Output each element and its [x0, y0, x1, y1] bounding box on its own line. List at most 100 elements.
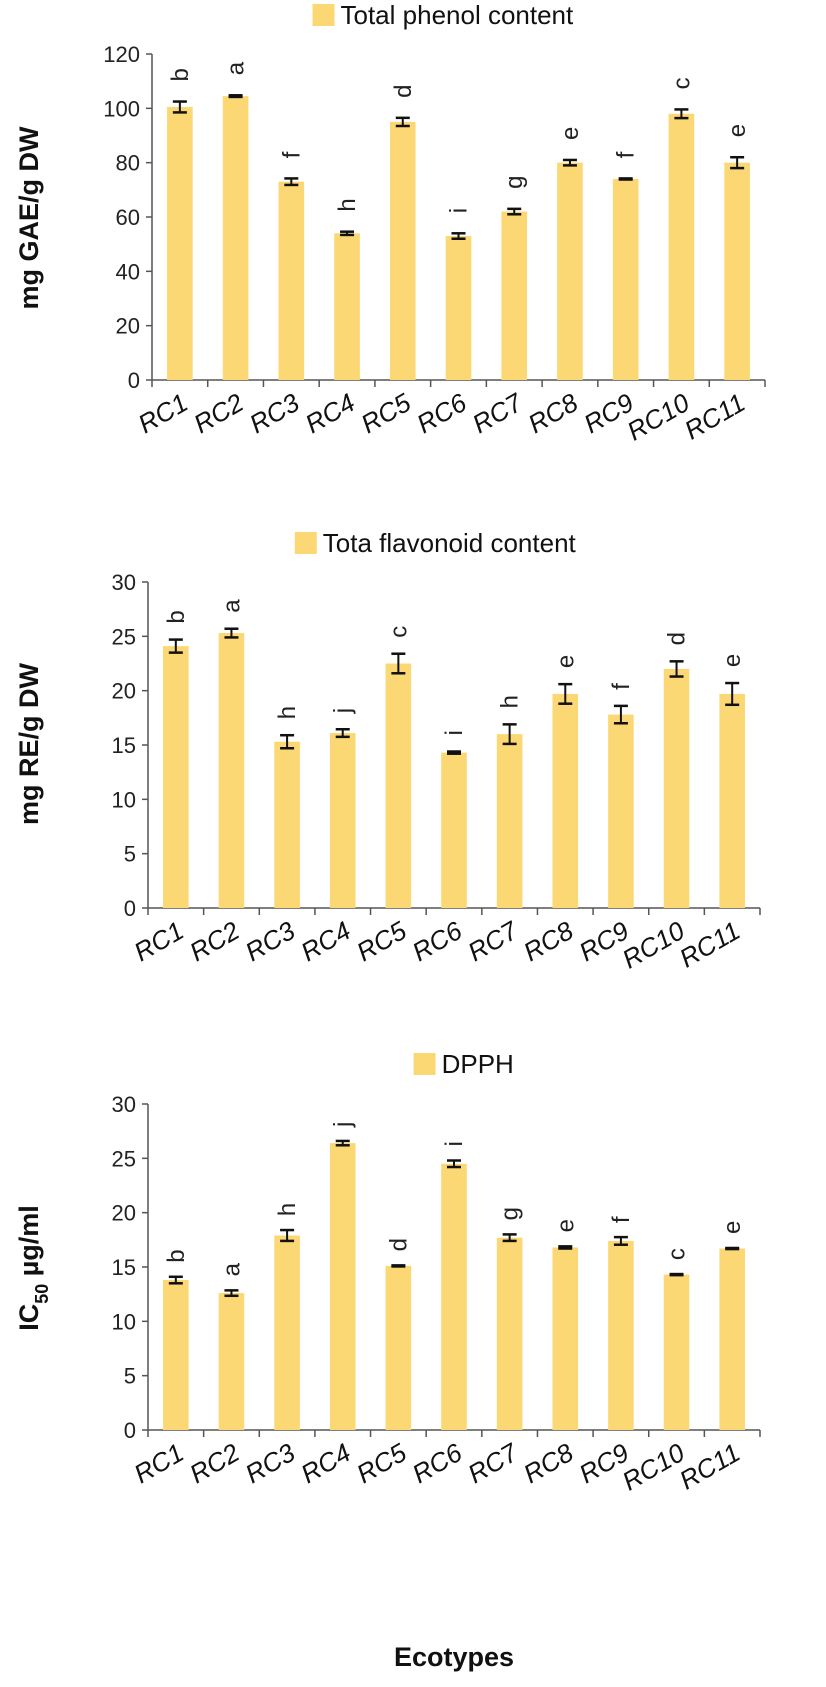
significance-letter: c	[664, 1248, 691, 1260]
y-axis-label-main: IC	[14, 1304, 44, 1331]
significance-letter: h	[497, 695, 524, 708]
significance-letter: j	[330, 708, 357, 714]
x-tick-label: RC1	[133, 387, 193, 439]
y-axis-label-unit: µg/ml	[14, 1205, 44, 1284]
x-tick-label: RC7	[463, 1436, 524, 1489]
x-tick-label: RC5	[356, 387, 417, 439]
significance-letter: e	[552, 655, 579, 668]
y-tick-label: 30	[112, 1092, 136, 1117]
significance-letter: b	[167, 68, 194, 81]
x-tick-label: RC4	[300, 387, 360, 439]
x-tick-label: RC2	[184, 915, 245, 967]
bar-rc8	[552, 1247, 579, 1430]
x-tick-label: RC2	[184, 1437, 245, 1489]
y-tick-label: 60	[116, 205, 140, 230]
bar-rc11	[719, 1248, 745, 1430]
significance-letter: f	[278, 151, 305, 158]
bar-rc5	[389, 121, 416, 381]
bar-rc9	[608, 1240, 634, 1430]
bar-rc3	[274, 1235, 300, 1430]
significance-letter: f	[608, 683, 635, 690]
bar-rc5	[385, 1265, 412, 1430]
x-tick-label: RC3	[240, 915, 301, 967]
bar-rc7	[496, 734, 523, 908]
bar-rc4	[329, 733, 356, 908]
y-tick-label: 0	[128, 368, 140, 393]
x-tick-label: RC3	[244, 387, 305, 439]
legend-swatch	[413, 1053, 436, 1075]
x-tick-label: RC1	[129, 915, 189, 967]
significance-letter: e	[719, 1221, 746, 1234]
x-tick-label: RC11	[674, 915, 745, 973]
chart-3: DPPH 0 5 10 15 20 25 30 b RC1 a RC2 h RC3 j RC4 d RC5 i RC6…	[14, 1049, 761, 1672]
legend-label: Tota flavonoid content	[323, 528, 577, 558]
bar-rc4	[329, 1143, 356, 1430]
significance-letter: c	[668, 77, 695, 89]
x-tick-label: RC7	[463, 914, 524, 967]
legend-swatch	[312, 4, 335, 26]
y-tick-label: 100	[103, 96, 140, 121]
y-axis-label: mg RE/g DW	[14, 662, 44, 825]
significance-letter: e	[724, 124, 751, 137]
bar-rc7	[496, 1237, 523, 1430]
significance-letter: d	[664, 632, 691, 645]
y-tick-label: 0	[124, 1418, 136, 1443]
y-tick-label: 10	[112, 787, 136, 812]
significance-letter: h	[274, 706, 301, 719]
significance-letter: d	[385, 1238, 412, 1251]
x-tick-label: RC4	[296, 1437, 356, 1489]
legend-swatch	[294, 532, 317, 554]
bar-rc10	[663, 668, 690, 908]
legend-label: DPPH	[442, 1049, 514, 1079]
significance-letter: f	[613, 151, 640, 158]
bar-rc2	[218, 1293, 245, 1430]
significance-letter: a	[223, 61, 250, 75]
x-tick-label: RC8	[518, 915, 579, 967]
y-axis-label: IC50 µg/ml	[14, 1205, 52, 1331]
significance-letter: h	[334, 198, 361, 211]
y-tick-label: 20	[112, 1201, 136, 1226]
significance-letter: f	[608, 1216, 635, 1223]
bar-rc11	[719, 693, 745, 908]
legend-label: Total phenol content	[341, 0, 575, 30]
y-tick-label: 80	[116, 151, 140, 176]
y-tick-label: 20	[112, 679, 136, 704]
bar-rc9	[608, 714, 634, 908]
x-tick-label: RC11	[674, 1437, 745, 1495]
y-axis-label: mg GAE/g DW	[14, 126, 44, 310]
y-tick-label: 5	[124, 842, 136, 867]
x-tick-label: RC3	[240, 1437, 301, 1489]
chart-2: Tota flavonoid content 0 5 10 15 20 25 30 b RC1 a R…	[14, 528, 761, 974]
x-tick-label: RC6	[411, 387, 472, 439]
bar-rc1	[167, 106, 193, 380]
y-tick-label: 40	[116, 259, 140, 284]
y-tick-label: 25	[112, 624, 136, 649]
significance-letter: e	[557, 127, 584, 140]
bar-rc6	[441, 752, 467, 908]
y-tick-label: 25	[112, 1146, 136, 1171]
y-tick-label: 120	[103, 42, 140, 67]
y-tick-label: 0	[124, 896, 136, 921]
significance-letter: c	[385, 626, 412, 638]
bar-rc1	[163, 646, 189, 908]
significance-letter: d	[390, 84, 417, 97]
y-tick-label: 20	[116, 314, 140, 339]
bar-rc2	[222, 96, 249, 380]
chart-1: Total phenol content 0 20 40 60 80 100 120 b RC1 a…	[14, 0, 766, 446]
y-tick-label: 15	[112, 733, 136, 758]
significance-letter: i	[441, 1141, 468, 1146]
x-tick-label: RC6	[407, 1437, 468, 1489]
bar-rc10	[668, 113, 695, 381]
y-tick-label: 30	[112, 570, 136, 595]
x-tick-label: RC6	[407, 915, 468, 967]
y-tick-label: 15	[112, 1255, 136, 1280]
bar-rc7	[501, 211, 528, 380]
significance-letter: a	[218, 1262, 245, 1276]
significance-letter: e	[719, 654, 746, 667]
x-tick-label: RC2	[189, 387, 250, 439]
significance-letter: b	[163, 1249, 190, 1262]
bar-rc3	[278, 181, 305, 380]
bar-rc4	[334, 233, 360, 380]
bar-rc8	[552, 693, 579, 908]
